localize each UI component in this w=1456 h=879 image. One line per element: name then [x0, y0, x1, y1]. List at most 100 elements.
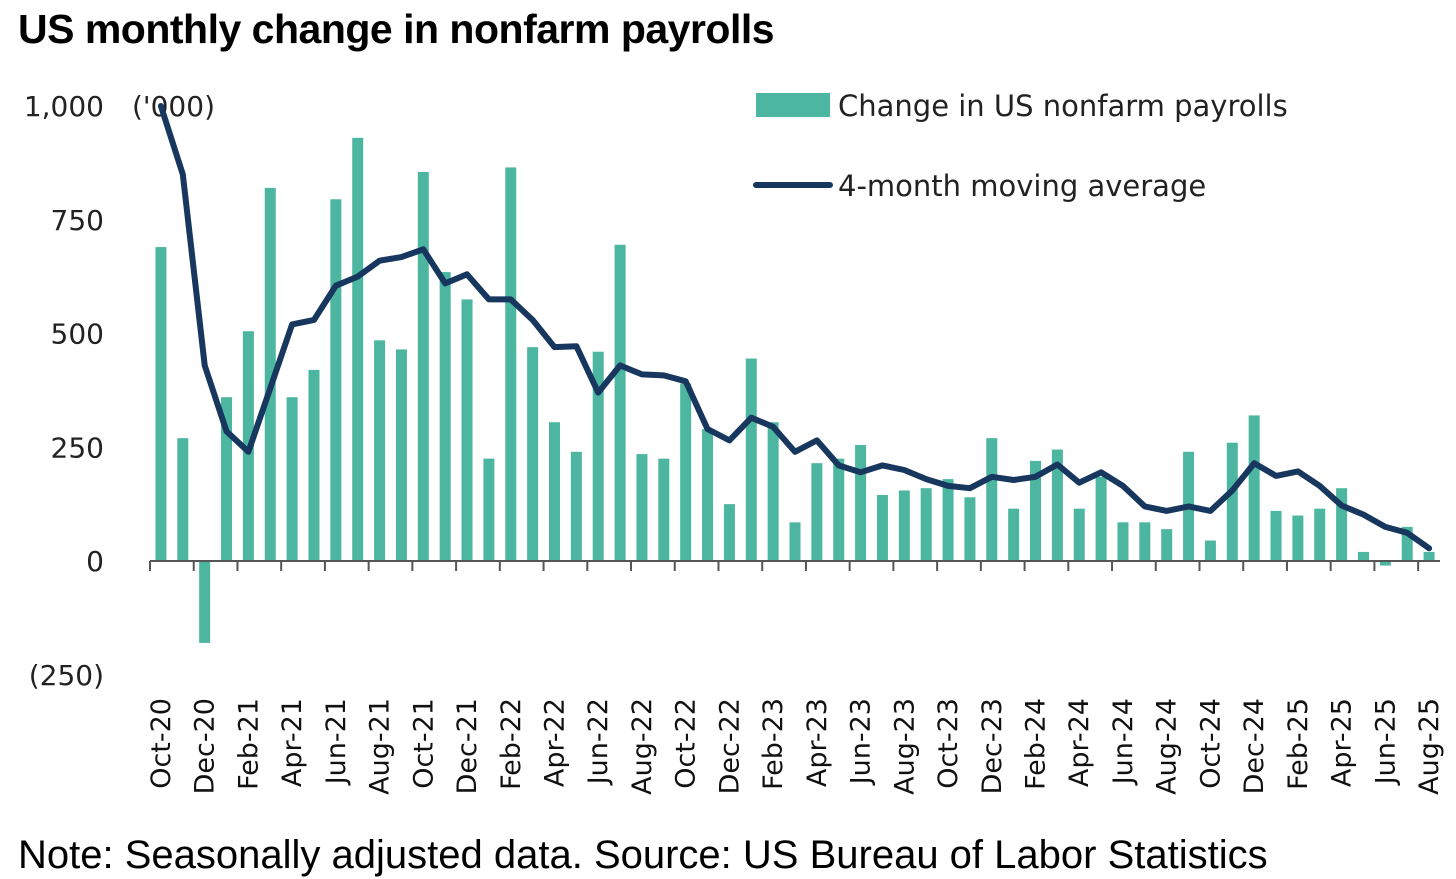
x-tick-label: Dec-20 — [190, 698, 221, 794]
y-tick-label: (250) — [29, 659, 104, 692]
x-tick-label: Feb-21 — [233, 698, 264, 790]
bar-Apr-22 — [548, 422, 560, 561]
bar-Jun-24 — [1117, 522, 1129, 561]
x-tick-label: Feb-25 — [1283, 698, 1314, 790]
x-tick-label: Feb-22 — [496, 698, 527, 790]
bar-Feb-23 — [767, 422, 779, 561]
bar-Oct-22 — [680, 383, 692, 561]
y-tick-label: 500 — [51, 318, 104, 351]
y-unit-label: ('000) — [132, 90, 215, 123]
source-note: Note: Seasonally adjusted data. Source: … — [18, 833, 1268, 877]
bar-Jan-23 — [745, 358, 757, 561]
x-tick-label: Jun-25 — [1370, 698, 1401, 786]
bar-Mar-24 — [1051, 449, 1063, 561]
bar-Dec-20 — [199, 561, 211, 643]
moving-average-line — [157, 103, 1433, 552]
x-tick-label: Dec-21 — [452, 698, 483, 794]
x-tick-label: Jun-22 — [583, 698, 614, 786]
bar-Feb-25 — [1292, 515, 1304, 561]
bar-May-21 — [308, 369, 320, 561]
x-tick-label: Dec-22 — [714, 698, 745, 794]
chart: 1,000 750 500 250 0 (250) ('000) Oct-20 Dec-20… — [24, 89, 1445, 795]
bar-Jul-25 — [1401, 526, 1413, 561]
x-tick-label: Oct-21 — [408, 698, 439, 789]
y-tick-label: 0 — [86, 545, 104, 578]
x-tick-label: Apr-24 — [1064, 698, 1095, 787]
bar-Dec-22 — [723, 504, 735, 561]
bar-Nov-22 — [702, 429, 714, 561]
x-tick-label: Aug-23 — [889, 698, 920, 795]
bar-Jan-21 — [221, 397, 233, 561]
bar-Aug-24 — [1161, 529, 1173, 561]
x-tick-label: Feb-23 — [758, 698, 789, 790]
x-tick-label: Jun-24 — [1108, 698, 1139, 786]
bar-Apr-24 — [1073, 508, 1085, 561]
bar-Jul-24 — [1139, 522, 1151, 561]
bar-Apr-25 — [1336, 488, 1348, 561]
legend-line-label: 4-month moving average — [838, 169, 1206, 203]
bar-Mar-21 — [264, 187, 276, 561]
bar-Jun-23 — [855, 444, 867, 561]
bar-May-24 — [1095, 476, 1107, 561]
bar-Apr-21 — [286, 397, 298, 561]
bar-Sep-23 — [920, 488, 932, 561]
bar-Sep-22 — [658, 458, 670, 561]
bar-Feb-24 — [1030, 460, 1042, 561]
x-tick-label: Apr-22 — [539, 698, 570, 787]
x-tick-label: Dec-23 — [977, 698, 1008, 794]
bar-Dec-23 — [986, 438, 998, 561]
x-tick-label: Oct-23 — [933, 698, 964, 789]
bar-Oct-20 — [155, 247, 167, 562]
bar-Jan-24 — [1008, 508, 1020, 561]
bar-Sep-21 — [395, 349, 407, 561]
y-tick-label: 250 — [51, 431, 104, 464]
bar-Jan-25 — [1270, 510, 1282, 561]
bar-Jul-21 — [352, 137, 364, 561]
bar-Mar-22 — [527, 347, 539, 561]
bar-Nov-21 — [439, 272, 451, 561]
bar-Jan-22 — [483, 458, 495, 561]
x-tick-label: Dec-24 — [1239, 698, 1270, 794]
bar-Jun-25 — [1379, 561, 1391, 566]
y-tick-label: 750 — [51, 204, 104, 237]
x-tick-label: Apr-25 — [1327, 698, 1358, 787]
bar-May-25 — [1357, 551, 1369, 561]
bar-May-23 — [833, 458, 845, 561]
bar-Nov-20 — [177, 438, 189, 561]
x-tick-label: Oct-24 — [1195, 698, 1226, 789]
bar-Jun-21 — [330, 199, 342, 561]
legend-bar-label: Change in US nonfarm payrolls — [838, 89, 1288, 123]
bar-Mar-25 — [1314, 508, 1326, 561]
bar-Nov-24 — [1226, 442, 1238, 561]
x-tick-label: Jun-21 — [321, 698, 352, 786]
bar-Nov-23 — [964, 497, 976, 561]
bar-Dec-21 — [461, 299, 473, 561]
y-tick-label: 1,000 — [24, 90, 104, 123]
bar-Aug-22 — [636, 454, 648, 561]
legend-bar-swatch — [756, 93, 830, 117]
bar-Jun-22 — [592, 351, 604, 561]
x-tick-label: Apr-23 — [802, 698, 833, 787]
bar-May-22 — [570, 451, 582, 561]
bar-Mar-23 — [789, 522, 801, 561]
x-tick-label: Oct-20 — [146, 698, 177, 789]
x-tick-label: Aug-25 — [1414, 698, 1445, 795]
chart-title: US monthly change in nonfarm payrolls — [18, 6, 775, 52]
x-axis-ticks: Oct-20 Dec-20 Feb-21 Apr-21 Jun-21 Aug-21 Oct-… — [146, 561, 1445, 795]
legend: Change in US nonfarm payrolls 4-month mo… — [753, 89, 1288, 203]
bar-Oct-24 — [1204, 540, 1216, 561]
y-axis-ticks: 1,000 750 500 250 0 (250) — [24, 90, 104, 692]
bar-Jul-22 — [614, 244, 626, 561]
bar-Jul-23 — [876, 495, 888, 561]
bar-Oct-21 — [417, 171, 429, 561]
x-tick-label: Aug-24 — [1152, 698, 1183, 795]
bar-Aug-25 — [1423, 551, 1435, 561]
x-tick-label: Jun-23 — [846, 698, 877, 786]
x-tick-label: Feb-24 — [1021, 698, 1052, 790]
bar-Dec-24 — [1248, 415, 1260, 561]
bar-Oct-23 — [942, 479, 954, 561]
bar-Feb-22 — [505, 167, 517, 562]
x-tick-label: Aug-21 — [365, 698, 396, 795]
bar-Apr-23 — [811, 463, 823, 561]
x-tick-label: Apr-21 — [277, 698, 308, 787]
